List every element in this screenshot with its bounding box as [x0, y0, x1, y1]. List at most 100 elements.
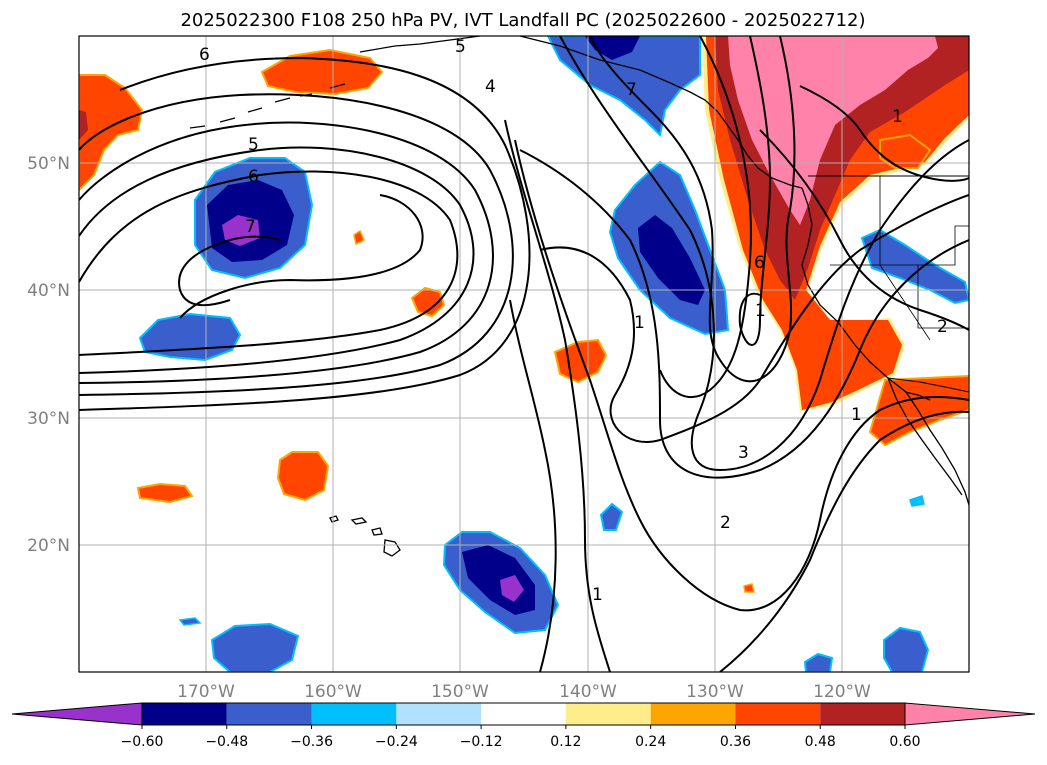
gridlines: [79, 36, 969, 672]
pv-label: 7: [245, 217, 256, 237]
colorbar-extend-low: [11, 702, 143, 726]
ivt-neg-south-core: [500, 575, 524, 602]
pv-label: 6: [199, 45, 210, 65]
colorbar-tick-label: −0.12: [460, 734, 503, 750]
colorbar-tick-label: −0.48: [205, 734, 248, 750]
colorbar-frame: [141, 702, 906, 726]
y-tick-label: 50°N: [27, 154, 70, 174]
pv-label: 6: [754, 253, 765, 273]
pv-contour: [179, 194, 424, 319]
colorbar-tick-label: 0.24: [635, 734, 666, 750]
ivt-neg-southwest: [210, 622, 300, 672]
colorbar-box: [396, 703, 482, 725]
colorbar-box: [481, 703, 566, 725]
x-tick-label: 160°W: [304, 682, 362, 702]
ivt-pos-small-5: [353, 229, 365, 246]
y-tick-label: 30°N: [27, 409, 70, 429]
coast-aleutians: [189, 83, 346, 129]
pv-contour: [759, 129, 969, 331]
colorbar-tick-label: 0.60: [889, 734, 920, 750]
y-axis-labels: 50°N 40°N 30°N 20°N: [27, 154, 70, 556]
colorbar-box: [650, 703, 736, 725]
ivt-neg-north: [546, 36, 701, 138]
x-tick-label: 170°W: [177, 682, 235, 702]
ivt-neg-small-1: [599, 502, 624, 531]
ivt-pos-small-1: [410, 286, 446, 318]
figure-title: 2025022300 F108 250 hPa PV, IVT Landfall…: [180, 10, 865, 31]
colorbar-tick-label: −0.24: [375, 734, 418, 750]
x-tick-label: 150°W: [431, 682, 489, 702]
ivt-pos-small-2: [553, 338, 608, 384]
pv-label: 4: [485, 77, 496, 97]
pv-contour: [509, 299, 557, 672]
pv-label: 1: [892, 107, 903, 127]
border-us-mexico: [887, 377, 969, 393]
colorbar-extend-high: [904, 702, 1036, 726]
map-panel: 6 5 4 7 6 5 7 1 1 6 3 2 1 1 2 1: [78, 35, 970, 673]
colorbar-box: [735, 703, 821, 725]
pv-label: 5: [455, 37, 466, 57]
pv-contour: [504, 119, 611, 672]
colorbar-tick-label: −0.36: [290, 734, 333, 750]
ivt-neg-east-3: [803, 652, 834, 672]
ivt-pos-ne: [879, 133, 932, 169]
map-frame: [78, 35, 970, 673]
ivt-pos-plume-pink: [728, 36, 938, 225]
colorbar-box: [820, 703, 905, 725]
colorbar-tick-label: 0.36: [720, 734, 751, 750]
coast-hawaii: [329, 515, 401, 557]
colorbar-box: [142, 703, 227, 725]
pv-contour: [79, 121, 494, 384]
pv-label: 1: [592, 585, 603, 605]
pv-contour: [659, 36, 752, 399]
y-tick-label: 40°N: [27, 281, 70, 301]
pv-label: 2: [937, 317, 948, 337]
colorbar: −0.60 −0.48 −0.36 −0.24 −0.12 0.12 0.24 0.36 0.4…: [11, 702, 1036, 750]
x-axis-labels: 170°W 160°W 150°W 140°W 130°W 120°W: [177, 682, 871, 702]
x-tick-label: 130°W: [686, 682, 744, 702]
ivt-pos-west: [79, 74, 144, 192]
colorbar-box: [311, 703, 397, 725]
colorbar-box: [226, 703, 312, 725]
ivt-pos-small-4: [136, 482, 194, 504]
y-tick-label: 20°N: [27, 536, 70, 556]
pv-contours: [79, 36, 969, 672]
ivt-neg-small-2: [178, 617, 202, 626]
pv-contour: [79, 93, 514, 396]
ivt-neg-small-3: [909, 495, 925, 507]
colorbar-tick-label: −0.60: [121, 734, 164, 750]
map-contents: 6 5 4 7 6 5 7 1 1 6 3 2 1 1 2 1: [79, 36, 969, 672]
pv-contour: [514, 139, 969, 612]
x-tick-label: 120°W: [813, 682, 871, 702]
pv-label: 5: [248, 135, 259, 155]
ivt-pos-small-6: [743, 583, 755, 593]
pv-label: 3: [738, 443, 749, 463]
colorbar-tick-label: 0.48: [805, 734, 836, 750]
ivt-neg-north-core: [585, 36, 640, 60]
pv-contour: [178, 235, 281, 307]
ivt-neg-coast-core: [638, 215, 705, 305]
ivt-pos-west-core: [79, 110, 88, 140]
pv-contour: [719, 410, 969, 672]
ivt-negative-field: [138, 36, 969, 672]
pv-contour: [519, 149, 969, 479]
pv-contour: [738, 36, 772, 346]
pv-label: 7: [626, 80, 637, 100]
ivt-neg-east-1: [860, 228, 969, 305]
coast-west-us: [801, 187, 969, 506]
ivt-neg-west-core: [222, 215, 260, 246]
pv-label: 1: [634, 313, 645, 333]
pv-label: 1: [851, 405, 862, 425]
pv-label: 2: [720, 513, 731, 533]
pv-contour: [559, 36, 969, 472]
ivt-neg-east-2: [883, 626, 930, 672]
colorbar-box: [565, 703, 651, 725]
pv-contour: [79, 146, 475, 374]
pv-contour: [799, 85, 969, 182]
x-tick-label: 140°W: [559, 682, 617, 702]
pv-contour-labels: 6 5 4 7 6 5 7 1 1 6 3 2 1 1 2 1: [199, 37, 948, 605]
pv-contour: [79, 170, 459, 356]
ivt-pos-small-3: [276, 451, 330, 502]
pv-label: 6: [248, 167, 259, 187]
pv-contour: [79, 56, 531, 411]
